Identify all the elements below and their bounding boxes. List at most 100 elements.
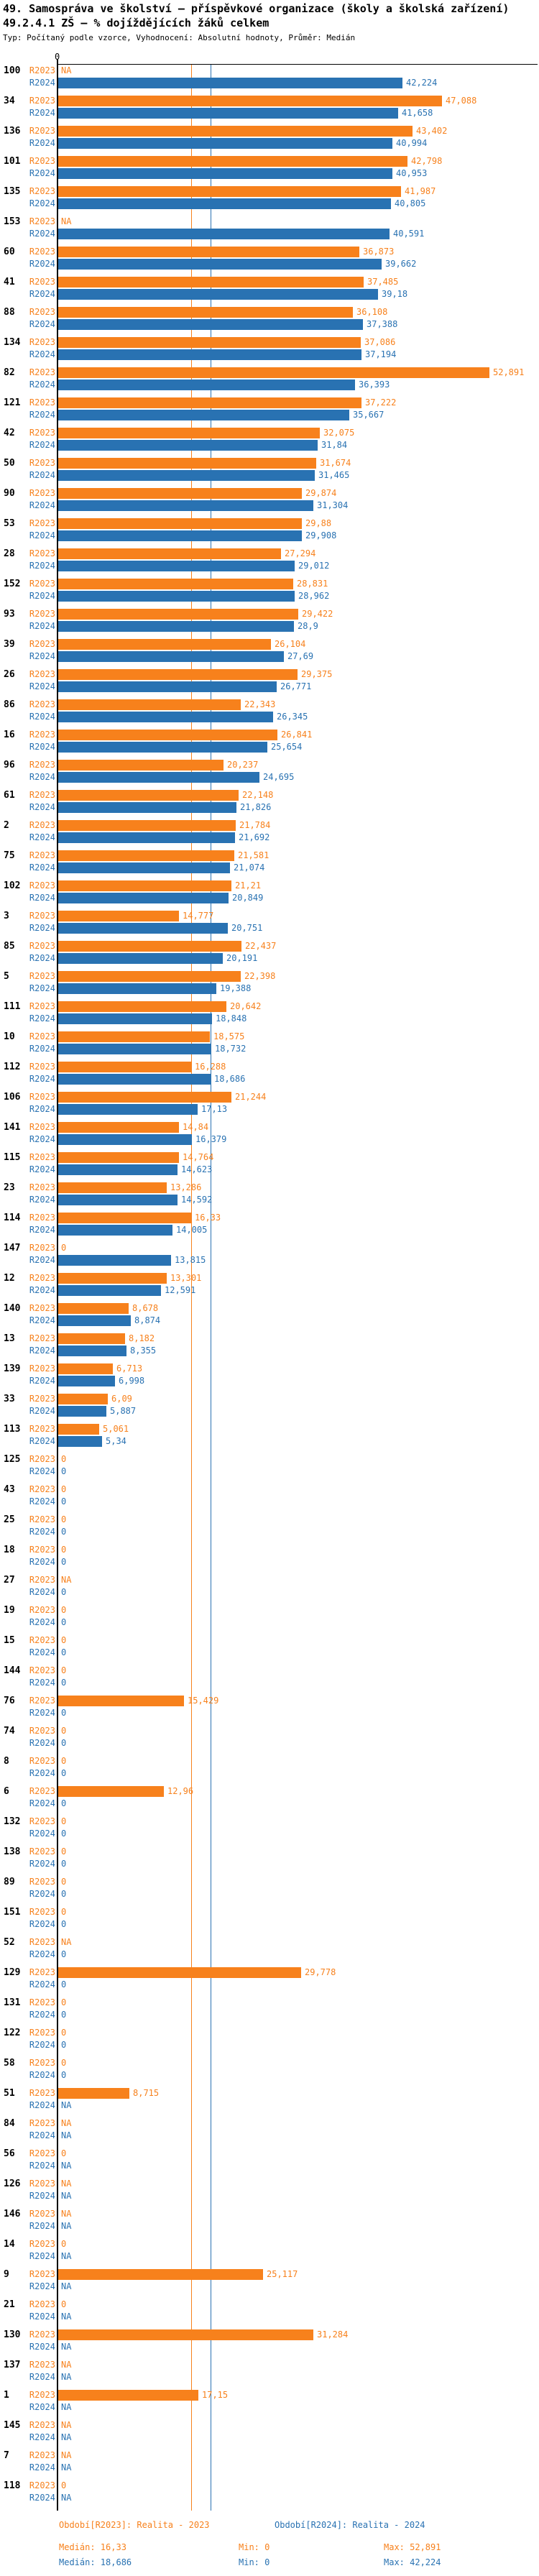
bar-value-r2024: 0	[61, 1859, 67, 1869]
bar-r2024	[58, 1134, 192, 1145]
row-id-label: 131	[4, 1997, 21, 2008]
bar-r2024	[58, 1406, 106, 1417]
bar-value-r2024: 20,849	[232, 893, 264, 903]
series-label-r2024: R2024	[29, 1466, 55, 1476]
series-label-r2023: R2023	[29, 820, 55, 830]
row-id-label: 3	[4, 911, 9, 921]
bar-r2023	[58, 669, 298, 680]
series-label-r2023: R2023	[29, 1635, 55, 1645]
bar-value-r2024: NA	[61, 2402, 72, 2412]
series-label-r2023: R2023	[29, 579, 55, 589]
legend-period-2023: Období[R2023]: Realita - 2023	[59, 2520, 210, 2530]
median-line-2023	[191, 64, 193, 2511]
bar-r2024	[58, 259, 382, 270]
series-label-r2023: R2023	[29, 186, 55, 196]
series-label-r2024: R2024	[29, 470, 55, 480]
bar-value-r2024: 0	[61, 1496, 67, 1506]
chart-meta-line: Typ: Počítaný podle vzorce, Vyhodnocení:…	[3, 33, 356, 42]
bar-value-r2024: NA	[61, 2342, 72, 2352]
row-id-label: 115	[4, 1152, 21, 1163]
series-label-r2023: R2023	[29, 277, 55, 287]
bar-chart: 0 100 R2023 NA R2024 42,224 34 R2023 47,088 R202…	[4, 52, 538, 2511]
row-id-label: 25	[4, 1514, 15, 1525]
series-label-r2024: R2024	[29, 1164, 55, 1174]
series-label-r2023: R2023	[29, 971, 55, 981]
series-label-r2023: R2023	[29, 1816, 55, 1826]
series-label-r2023: R2023	[29, 730, 55, 740]
bar-value-r2023: 22,437	[245, 941, 277, 951]
bar-value-r2024: 0	[61, 1587, 67, 1597]
row-id-label: 61	[4, 790, 15, 801]
row-id-label: 86	[4, 699, 15, 710]
legend-period-2024: Období[R2024]: Realita - 2024	[275, 2520, 425, 2530]
legend-min-2024: Min: 0	[239, 2557, 270, 2567]
bar-value-r2024: 31,84	[321, 440, 348, 450]
row-id-label: 138	[4, 1846, 21, 1857]
series-label-r2023: R2023	[29, 1997, 55, 2007]
series-label-r2024: R2024	[29, 1044, 55, 1054]
row-id-label: 102	[4, 880, 21, 891]
series-label-r2024: R2024	[29, 1134, 55, 1144]
bar-value-r2024: 0	[61, 1557, 67, 1567]
series-label-r2023: R2023	[29, 1846, 55, 1857]
bar-value-r2023: 17,15	[202, 2390, 229, 2400]
series-label-r2023: R2023	[29, 1665, 55, 1675]
bar-value-r2024: 18,848	[216, 1013, 247, 1024]
series-label-r2023: R2023	[29, 880, 55, 891]
bar-r2024	[58, 168, 392, 179]
series-label-r2023: R2023	[29, 699, 55, 709]
bar-value-r2023: 6,713	[116, 1363, 143, 1374]
series-label-r2024: R2024	[29, 1647, 55, 1657]
series-label-r2024: R2024	[29, 1285, 55, 1295]
bar-value-r2023: 0	[61, 1454, 67, 1464]
bar-value-r2024: 13,815	[175, 1255, 206, 1265]
series-label-r2024: R2024	[29, 832, 55, 842]
bar-value-r2024: 21,074	[234, 862, 265, 873]
bar-r2023	[58, 1273, 167, 1284]
series-label-r2024: R2024	[29, 78, 55, 88]
bar-r2023	[58, 880, 231, 891]
bar-value-r2024: NA	[61, 2161, 72, 2171]
bar-value-r2023: 0	[61, 1816, 67, 1826]
row-id-label: 23	[4, 1182, 15, 1193]
bar-value-r2024: 19,388	[220, 983, 252, 993]
series-label-r2024: R2024	[29, 2342, 55, 2352]
bar-r2023	[58, 1424, 99, 1435]
series-label-r2024: R2024	[29, 2372, 55, 2382]
series-label-r2023: R2023	[29, 2088, 55, 2098]
bar-r2023	[58, 307, 353, 318]
row-id-label: 10	[4, 1031, 15, 1042]
bar-value-r2024: 26,345	[277, 712, 308, 722]
row-id-label: 13	[4, 1333, 15, 1344]
bar-value-r2024: 31,304	[317, 500, 349, 510]
row-id-label: 100	[4, 65, 21, 76]
series-label-r2024: R2024	[29, 1738, 55, 1748]
bar-r2024	[58, 983, 216, 994]
bar-value-r2023: 20,642	[230, 1001, 262, 1011]
bar-r2023	[58, 609, 298, 620]
bar-value-r2024: 6,998	[119, 1376, 145, 1386]
series-label-r2024: R2024	[29, 1678, 55, 1688]
bar-r2023	[58, 518, 302, 529]
bar-value-r2023: NA	[61, 2118, 72, 2128]
bar-value-r2023: 14,84	[183, 1122, 209, 1132]
bar-r2023	[58, 1333, 125, 1344]
bar-r2023	[58, 96, 442, 106]
series-label-r2023: R2023	[29, 1454, 55, 1464]
bar-value-r2024: 39,18	[382, 289, 408, 299]
bar-value-r2024: 36,393	[359, 380, 390, 390]
bar-value-r2024: 14,623	[181, 1164, 213, 1174]
row-id-label: 114	[4, 1213, 21, 1223]
page-title: 49. Samospráva ve školství – příspěvkové…	[3, 2, 510, 15]
row-id-label: 101	[4, 156, 21, 167]
series-label-r2023: R2023	[29, 760, 55, 770]
bar-value-r2023: 29,88	[305, 518, 332, 528]
series-label-r2023: R2023	[29, 397, 55, 408]
bar-value-r2023: 42,798	[411, 156, 443, 166]
series-label-r2023: R2023	[29, 216, 55, 226]
series-label-r2024: R2024	[29, 380, 55, 390]
bar-r2023	[58, 186, 401, 197]
series-label-r2024: R2024	[29, 319, 55, 329]
bar-value-r2024: 29,012	[298, 561, 330, 571]
bar-value-r2024: NA	[61, 2191, 72, 2201]
